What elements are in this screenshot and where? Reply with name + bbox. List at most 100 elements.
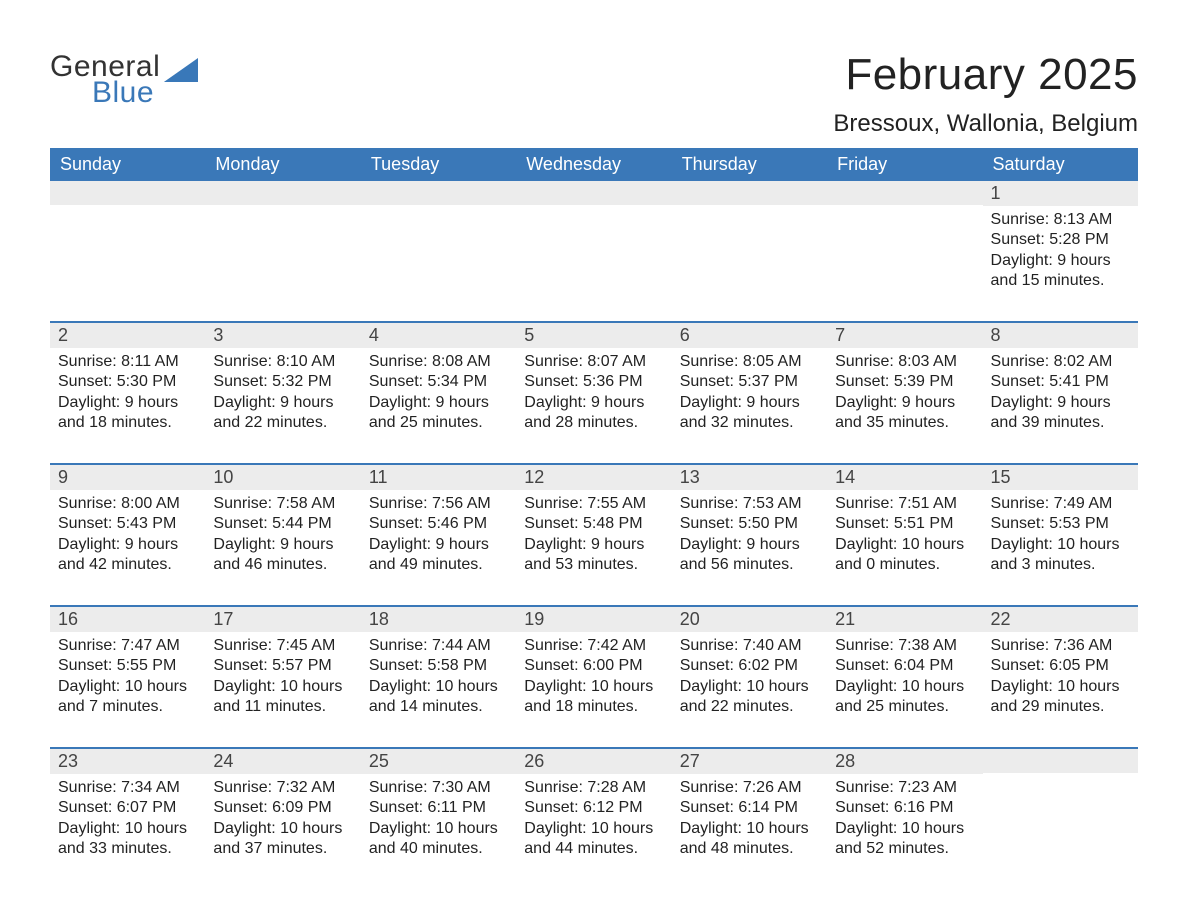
day-info-line: Sunset: 5:30 PM [58,372,197,392]
day-info-line: Daylight: 9 hours and 18 minutes. [58,393,197,434]
day-info-line: Daylight: 9 hours and 56 minutes. [680,535,819,576]
day-info-line: Daylight: 10 hours and 40 minutes. [369,819,508,860]
logo-text-blue: Blue [92,76,160,110]
dow-sunday: Sunday [50,148,205,181]
day-cell: 19Sunrise: 7:42 AMSunset: 6:00 PMDayligh… [516,607,671,733]
day-info [516,205,671,217]
day-info-line: Sunrise: 7:51 AM [835,494,974,514]
day-cell: 10Sunrise: 7:58 AMSunset: 5:44 PMDayligh… [205,465,360,591]
day-number: 24 [205,749,360,774]
day-number [205,181,360,205]
day-cell: 11Sunrise: 7:56 AMSunset: 5:46 PMDayligh… [361,465,516,591]
day-info-line: Sunrise: 7:56 AM [369,494,508,514]
day-cell [672,181,827,307]
calendar-week: 16Sunrise: 7:47 AMSunset: 5:55 PMDayligh… [50,605,1138,733]
header: General Blue February 2025 Bressoux, Wal… [50,50,1138,138]
calendar-week: 2Sunrise: 8:11 AMSunset: 5:30 PMDaylight… [50,321,1138,449]
day-info-line: Daylight: 10 hours and 18 minutes. [524,677,663,718]
day-info-line: Sunset: 6:12 PM [524,798,663,818]
day-info-line: Sunrise: 7:45 AM [213,636,352,656]
day-info-line: Sunrise: 8:11 AM [58,352,197,372]
day-info-line: Daylight: 10 hours and 25 minutes. [835,677,974,718]
day-info-line: Sunset: 5:28 PM [991,230,1130,250]
day-number: 23 [50,749,205,774]
day-info-line: Sunrise: 8:08 AM [369,352,508,372]
day-cell: 20Sunrise: 7:40 AMSunset: 6:02 PMDayligh… [672,607,827,733]
week-gap [50,591,1138,605]
day-info-line: Sunrise: 7:36 AM [991,636,1130,656]
dow-friday: Friday [827,148,982,181]
day-cell [361,181,516,307]
day-cell: 2Sunrise: 8:11 AMSunset: 5:30 PMDaylight… [50,323,205,449]
week-gap [50,307,1138,321]
day-info: Sunrise: 7:58 AMSunset: 5:44 PMDaylight:… [205,490,360,584]
day-info-line: Daylight: 10 hours and 37 minutes. [213,819,352,860]
day-info-line: Daylight: 10 hours and 14 minutes. [369,677,508,718]
month-title: February 2025 [833,50,1138,100]
day-cell: 4Sunrise: 8:08 AMSunset: 5:34 PMDaylight… [361,323,516,449]
day-info: Sunrise: 7:47 AMSunset: 5:55 PMDaylight:… [50,632,205,726]
day-info: Sunrise: 8:11 AMSunset: 5:30 PMDaylight:… [50,348,205,442]
day-info-line: Sunset: 5:43 PM [58,514,197,534]
day-info-line: Sunset: 5:46 PM [369,514,508,534]
day-info-line: Sunrise: 7:34 AM [58,778,197,798]
day-info-line: Sunset: 5:41 PM [991,372,1130,392]
day-info-line: Sunset: 6:14 PM [680,798,819,818]
day-info-line: Daylight: 10 hours and 44 minutes. [524,819,663,860]
day-number: 28 [827,749,982,774]
day-number: 21 [827,607,982,632]
day-info-line: Sunset: 6:02 PM [680,656,819,676]
day-info-line: Sunrise: 8:07 AM [524,352,663,372]
day-info-line: Sunset: 5:53 PM [991,514,1130,534]
day-number: 3 [205,323,360,348]
day-number: 7 [827,323,982,348]
day-info: Sunrise: 7:45 AMSunset: 5:57 PMDaylight:… [205,632,360,726]
day-info: Sunrise: 7:56 AMSunset: 5:46 PMDaylight:… [361,490,516,584]
day-info-line: Daylight: 10 hours and 22 minutes. [680,677,819,718]
day-cell [827,181,982,307]
day-info-line: Sunrise: 7:42 AM [524,636,663,656]
day-cell: 14Sunrise: 7:51 AMSunset: 5:51 PMDayligh… [827,465,982,591]
day-info-line: Daylight: 10 hours and 3 minutes. [991,535,1130,576]
day-info [983,773,1138,785]
day-cell: 27Sunrise: 7:26 AMSunset: 6:14 PMDayligh… [672,749,827,875]
day-cell: 18Sunrise: 7:44 AMSunset: 5:58 PMDayligh… [361,607,516,733]
day-number: 6 [672,323,827,348]
day-info: Sunrise: 7:26 AMSunset: 6:14 PMDaylight:… [672,774,827,868]
day-number: 8 [983,323,1138,348]
day-info-line: Sunset: 6:09 PM [213,798,352,818]
day-info: Sunrise: 8:02 AMSunset: 5:41 PMDaylight:… [983,348,1138,442]
day-info-line: Sunset: 6:11 PM [369,798,508,818]
dow-thursday: Thursday [672,148,827,181]
day-number: 19 [516,607,671,632]
day-info-line: Sunrise: 8:10 AM [213,352,352,372]
week-gap [50,733,1138,747]
day-number: 16 [50,607,205,632]
day-number: 5 [516,323,671,348]
day-info-line: Sunrise: 8:03 AM [835,352,974,372]
day-info-line: Sunrise: 7:47 AM [58,636,197,656]
day-info-line: Daylight: 9 hours and 15 minutes. [991,251,1130,292]
day-info: Sunrise: 7:53 AMSunset: 5:50 PMDaylight:… [672,490,827,584]
day-cell: 6Sunrise: 8:05 AMSunset: 5:37 PMDaylight… [672,323,827,449]
weeks: 1Sunrise: 8:13 AMSunset: 5:28 PMDaylight… [50,181,1138,875]
day-info [361,205,516,217]
day-info-line: Sunrise: 8:00 AM [58,494,197,514]
day-info-line: Daylight: 10 hours and 52 minutes. [835,819,974,860]
day-info-line: Daylight: 9 hours and 25 minutes. [369,393,508,434]
day-info: Sunrise: 7:42 AMSunset: 6:00 PMDaylight:… [516,632,671,726]
day-info-line: Sunset: 5:57 PM [213,656,352,676]
day-info-line: Daylight: 9 hours and 32 minutes. [680,393,819,434]
day-info-line: Sunset: 5:36 PM [524,372,663,392]
day-cell: 23Sunrise: 7:34 AMSunset: 6:07 PMDayligh… [50,749,205,875]
dow-saturday: Saturday [983,148,1138,181]
day-number: 26 [516,749,671,774]
day-info-line: Sunrise: 7:55 AM [524,494,663,514]
day-info: Sunrise: 8:10 AMSunset: 5:32 PMDaylight:… [205,348,360,442]
day-number: 13 [672,465,827,490]
day-info-line: Sunrise: 7:40 AM [680,636,819,656]
calendar-week: 1Sunrise: 8:13 AMSunset: 5:28 PMDaylight… [50,181,1138,307]
day-cell: 26Sunrise: 7:28 AMSunset: 6:12 PMDayligh… [516,749,671,875]
day-info-line: Sunrise: 8:05 AM [680,352,819,372]
day-number: 15 [983,465,1138,490]
